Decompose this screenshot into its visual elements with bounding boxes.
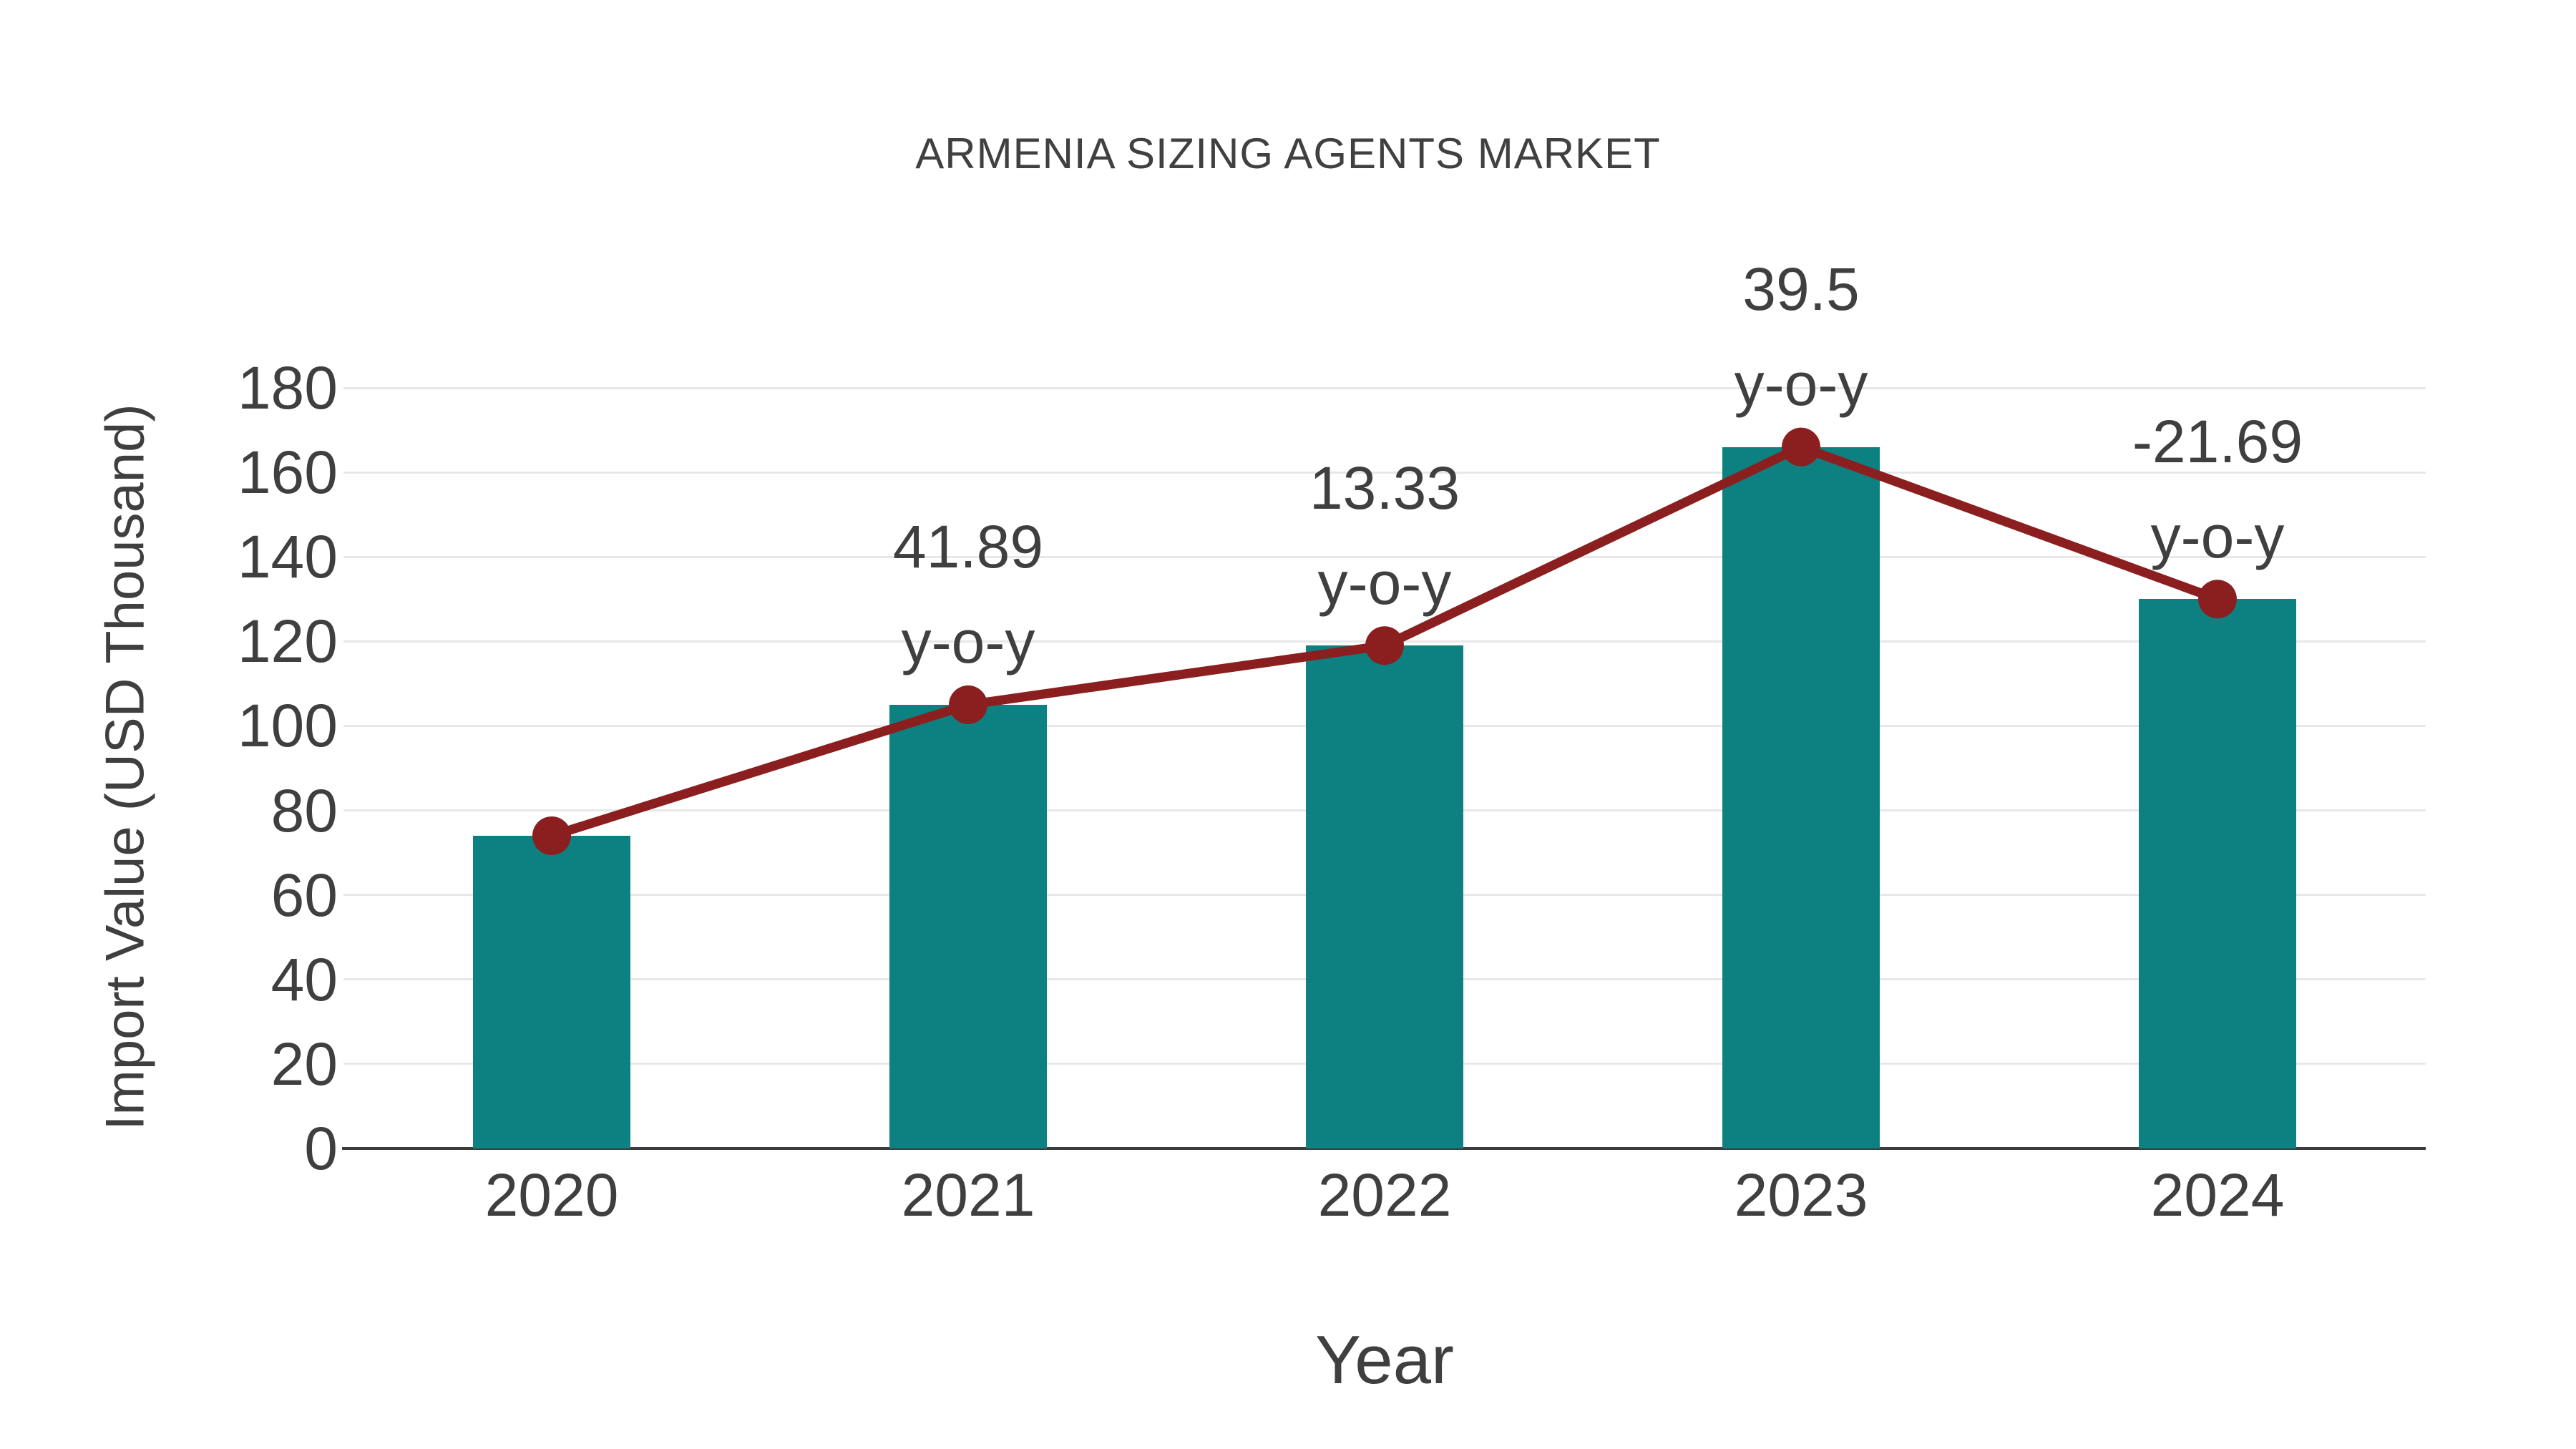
y-tick-label-140: 140 — [237, 523, 338, 591]
y-axis-title-text: Import Value (USD Thousand) — [94, 404, 156, 1131]
yoy-value: 41.89 — [892, 513, 1044, 581]
yoy-annotation-2023: 39.5 y-o-y — [1593, 242, 2009, 432]
gridline-y-120 — [343, 640, 2426, 643]
chart-title: ARMENIA SIZING AGENTS MARKET — [915, 130, 1661, 177]
x-tick-label-2021: 2021 — [901, 1161, 1035, 1229]
yoy-suffix: y-o-y — [901, 608, 1035, 676]
bar-2021 — [889, 704, 1047, 1148]
yoy-annotation-2022: 13.33 y-o-y — [1176, 441, 1593, 631]
yoy-suffix: y-o-y — [1317, 549, 1452, 617]
yoy-value: 39.5 — [1742, 255, 1860, 323]
y-tick-label-40: 40 — [270, 945, 338, 1013]
yoy-annotation-2021: 41.89 y-o-y — [760, 499, 1176, 690]
y-tick-label-180: 180 — [237, 354, 338, 421]
bar-2020 — [473, 835, 630, 1148]
yoy-value: -21.69 — [2132, 407, 2303, 475]
x-tick-label-2024: 2024 — [2150, 1161, 2285, 1229]
y-tick-label-20: 20 — [270, 1030, 338, 1098]
y-tick-label-80: 80 — [270, 776, 338, 844]
yoy-value: 13.33 — [1309, 454, 1460, 522]
yoy-annotation-2024: -21.69 y-o-y — [2009, 394, 2426, 585]
gridline-y-180 — [343, 386, 2426, 389]
y-tick-label-0: 0 — [304, 1115, 338, 1182]
bar-2023 — [1722, 447, 1880, 1148]
x-axis-line — [342, 1147, 2426, 1150]
y-tick-label-100: 100 — [237, 692, 338, 760]
x-axis-title: Year — [1315, 1322, 1454, 1398]
y-tick-label-120: 120 — [237, 608, 338, 675]
bar-2024 — [2139, 599, 2296, 1148]
x-tick-label-2022: 2022 — [1317, 1161, 1452, 1229]
y-tick-label-60: 60 — [270, 861, 338, 929]
yoy-suffix: y-o-y — [2150, 502, 2285, 570]
x-tick-label-2020: 2020 — [484, 1161, 619, 1229]
y-tick-label-160: 160 — [237, 439, 338, 507]
yoy-suffix: y-o-y — [1734, 351, 1868, 419]
bar-2022 — [1306, 645, 1463, 1148]
x-tick-label-2023: 2023 — [1734, 1161, 1868, 1229]
